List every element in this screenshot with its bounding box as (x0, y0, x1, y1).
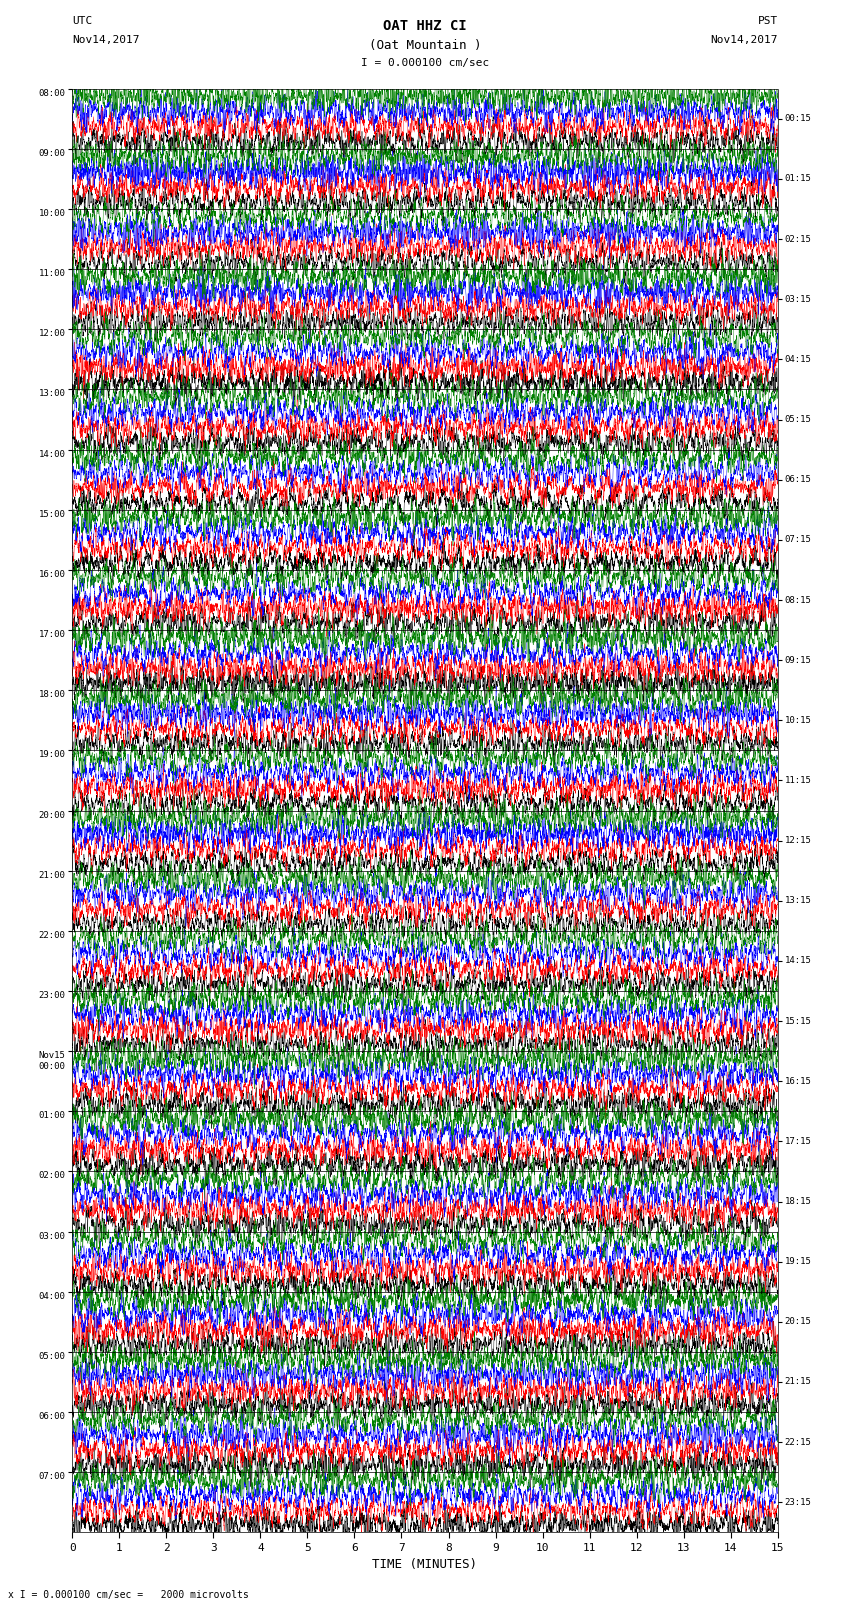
Text: (Oat Mountain ): (Oat Mountain ) (369, 39, 481, 52)
Text: UTC: UTC (72, 16, 93, 26)
Text: Nov14,2017: Nov14,2017 (72, 35, 139, 45)
Text: OAT HHZ CI: OAT HHZ CI (383, 19, 467, 34)
Text: I = 0.000100 cm/sec: I = 0.000100 cm/sec (361, 58, 489, 68)
Text: PST: PST (757, 16, 778, 26)
Text: Nov14,2017: Nov14,2017 (711, 35, 778, 45)
Text: x I = 0.000100 cm/sec =   2000 microvolts: x I = 0.000100 cm/sec = 2000 microvolts (8, 1590, 249, 1600)
X-axis label: TIME (MINUTES): TIME (MINUTES) (372, 1558, 478, 1571)
